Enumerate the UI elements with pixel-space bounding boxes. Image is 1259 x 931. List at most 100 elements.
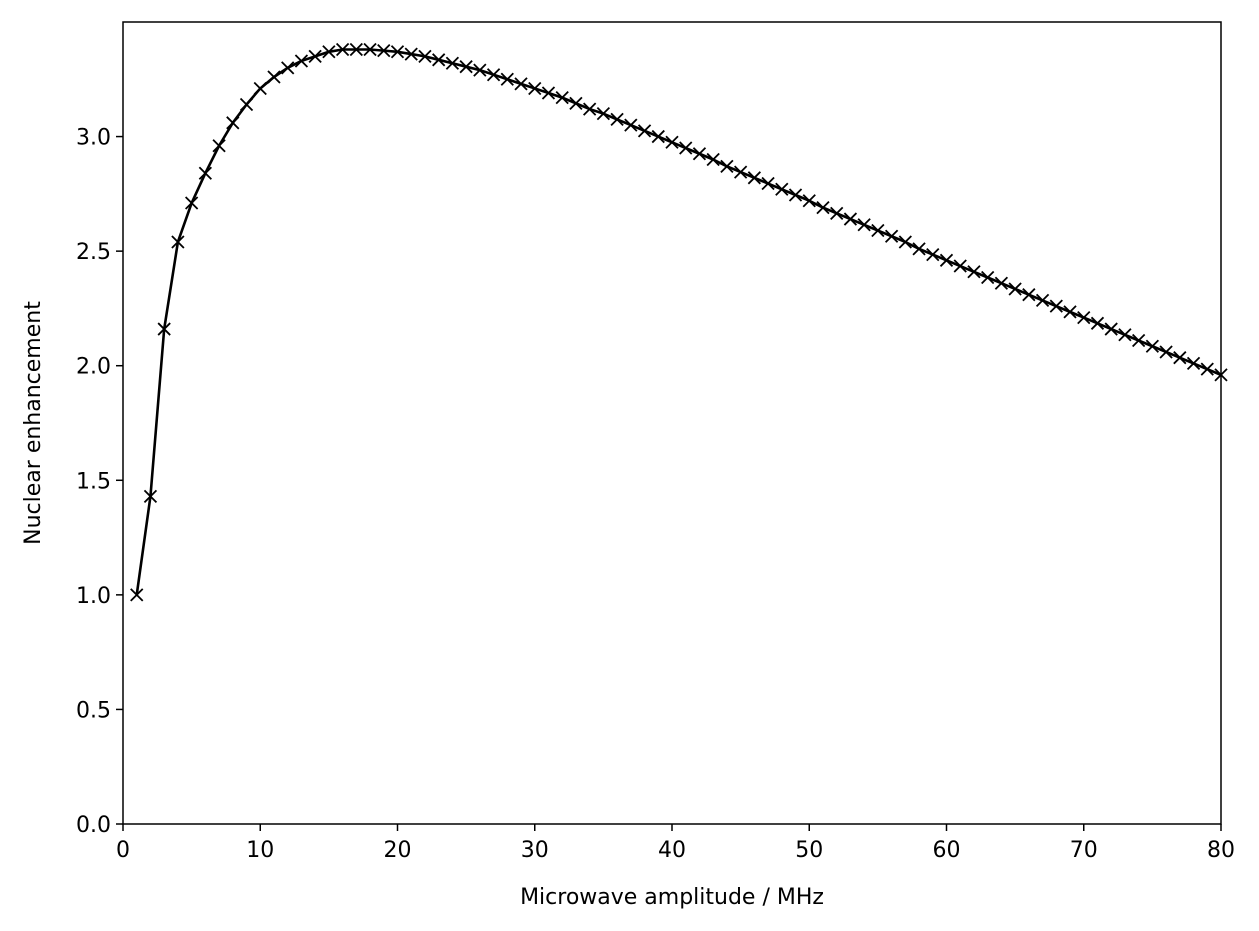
plot-frame bbox=[122, 21, 1222, 825]
data-point bbox=[775, 182, 789, 196]
data-point bbox=[500, 72, 514, 86]
y-axis-label: Nuclear enhancement bbox=[21, 301, 46, 545]
y-tick-label: 1.0 bbox=[76, 584, 111, 609]
data-point bbox=[679, 141, 693, 155]
data-point bbox=[445, 56, 460, 70]
data-point bbox=[898, 235, 912, 249]
data-point bbox=[418, 49, 432, 64]
data-point bbox=[1104, 322, 1118, 336]
data-point bbox=[733, 165, 748, 179]
data-point bbox=[926, 247, 940, 262]
x-tick-label: 70 bbox=[1070, 838, 1098, 863]
data-point bbox=[939, 253, 954, 267]
data-point bbox=[184, 196, 199, 210]
data-point bbox=[981, 270, 995, 285]
x-tick-label: 0 bbox=[116, 838, 130, 863]
y-tick-label: 3.0 bbox=[76, 126, 111, 151]
data-point bbox=[349, 42, 363, 57]
data-point bbox=[541, 86, 556, 100]
data-point bbox=[706, 152, 720, 167]
data-point bbox=[1186, 356, 1201, 371]
data-point bbox=[569, 96, 583, 110]
data-point bbox=[1118, 328, 1132, 342]
data-point bbox=[143, 489, 158, 503]
data-point bbox=[514, 77, 528, 91]
data-point bbox=[830, 206, 844, 220]
y-tick-label: 2.5 bbox=[76, 240, 111, 265]
data-point bbox=[363, 42, 377, 57]
data-point bbox=[555, 90, 569, 105]
data-point bbox=[308, 49, 322, 64]
y-tick-label: 2.0 bbox=[76, 355, 111, 380]
data-point bbox=[1090, 316, 1105, 330]
x-tick-label: 10 bbox=[246, 838, 274, 863]
data-point bbox=[651, 129, 665, 144]
x-axis-label: Microwave amplitude / MHz bbox=[520, 885, 824, 910]
series-line bbox=[135, 48, 1222, 596]
data-point bbox=[610, 112, 624, 127]
data-point bbox=[404, 47, 418, 61]
x-tick-label: 60 bbox=[933, 838, 961, 863]
data-point bbox=[1022, 288, 1036, 302]
data-point bbox=[198, 166, 212, 180]
data-point bbox=[130, 588, 144, 602]
data-point bbox=[665, 135, 679, 149]
data-point bbox=[1132, 333, 1146, 348]
data-point bbox=[816, 200, 830, 215]
data-point bbox=[747, 171, 761, 185]
data-point bbox=[322, 45, 336, 59]
data-point bbox=[1063, 305, 1077, 319]
data-point bbox=[528, 81, 542, 96]
data-point bbox=[1077, 310, 1091, 325]
data-point bbox=[281, 61, 295, 75]
x-tick-label: 80 bbox=[1207, 838, 1235, 863]
data-point bbox=[583, 102, 597, 116]
x-tick-label: 20 bbox=[384, 838, 412, 863]
data-point bbox=[473, 63, 487, 77]
data-point bbox=[335, 42, 350, 57]
data-point bbox=[432, 53, 446, 67]
data-point bbox=[967, 265, 981, 279]
data-point bbox=[884, 229, 899, 243]
data-point bbox=[171, 235, 185, 249]
data-point bbox=[1049, 299, 1063, 313]
data-point bbox=[871, 223, 885, 238]
y-tick-label: 0.5 bbox=[76, 698, 111, 723]
data-point bbox=[596, 107, 611, 121]
data-point bbox=[267, 70, 281, 84]
data-point bbox=[761, 176, 775, 191]
data-point bbox=[212, 139, 226, 153]
data-point bbox=[637, 124, 652, 138]
data-point bbox=[390, 45, 405, 59]
data-point bbox=[788, 188, 803, 202]
data-point bbox=[253, 81, 267, 96]
data-point bbox=[1200, 362, 1214, 376]
y-tick-label: 1.5 bbox=[76, 469, 111, 494]
x-tick-label: 50 bbox=[795, 838, 823, 863]
x-tick-label: 40 bbox=[658, 838, 686, 863]
y-tick-label: 0.0 bbox=[76, 813, 111, 838]
data-point bbox=[157, 322, 171, 336]
data-point bbox=[953, 259, 967, 273]
data-point bbox=[1159, 345, 1173, 359]
data-point bbox=[843, 212, 858, 226]
data-point bbox=[802, 194, 816, 208]
data-point bbox=[239, 97, 254, 112]
data-point bbox=[459, 60, 473, 74]
data-point bbox=[912, 242, 926, 256]
data-point bbox=[857, 218, 871, 232]
data-point bbox=[1008, 282, 1022, 296]
data-point bbox=[226, 116, 240, 130]
plot-area bbox=[130, 42, 1228, 602]
ticks: 0 10 20 30 40 50 60 70 80 0.0 0.5 1.0 1.5 2.0 2.5 3.0 bbox=[76, 126, 1235, 863]
data-point bbox=[294, 54, 309, 68]
data-point bbox=[624, 118, 638, 132]
x-tick-label: 30 bbox=[521, 838, 549, 863]
data-point bbox=[994, 276, 1009, 290]
data-point bbox=[692, 147, 707, 161]
data-point bbox=[1145, 339, 1160, 353]
data-point bbox=[1035, 293, 1050, 308]
data-point bbox=[486, 68, 501, 82]
data-point bbox=[1173, 351, 1187, 365]
